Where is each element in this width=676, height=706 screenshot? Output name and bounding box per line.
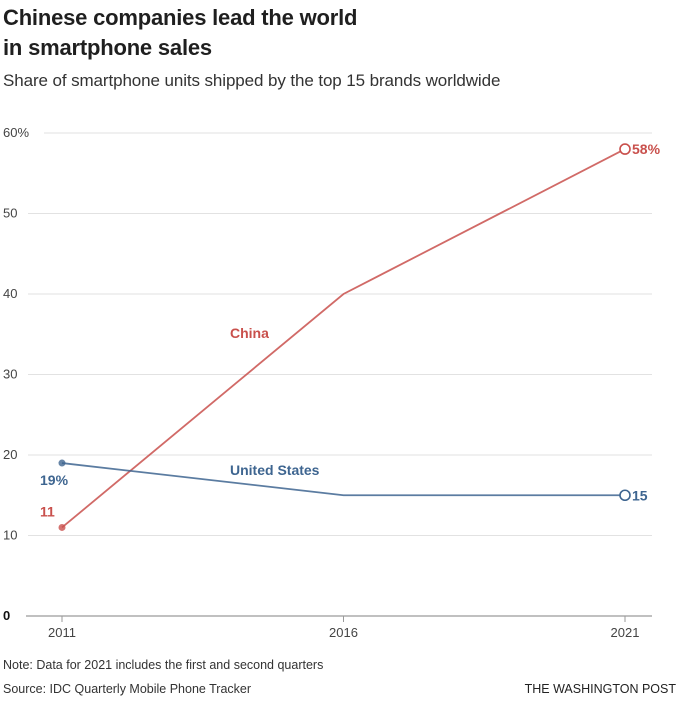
x-tick-label: 2021 bbox=[611, 625, 640, 640]
y-tick-label: 50 bbox=[3, 206, 17, 221]
y-tick-label: 40 bbox=[3, 286, 17, 301]
united-states-start-point bbox=[58, 459, 66, 467]
chart-subtitle: Share of smartphone units shipped by the… bbox=[3, 71, 501, 90]
footnote: Note: Data for 2021 includes the first a… bbox=[3, 658, 324, 672]
chart-title-line-2: in smartphone sales bbox=[3, 35, 212, 60]
series-lines bbox=[58, 143, 631, 531]
chart-title-line-1: Chinese companies lead the world bbox=[3, 5, 358, 30]
x-tick-label: 2011 bbox=[48, 625, 76, 640]
united-states-line bbox=[61, 462, 625, 497]
x-axis: 2011 2016 2021 bbox=[26, 615, 652, 640]
x-tick-label: 2016 bbox=[329, 625, 358, 640]
china-series-label: China bbox=[230, 325, 269, 341]
chart-title: Chinese companies lead the world in smar… bbox=[3, 3, 357, 63]
china-end-point bbox=[619, 143, 631, 155]
china-end-label: 58% bbox=[632, 141, 661, 157]
y-tick-label: 20 bbox=[3, 447, 17, 462]
china-start-label: 11 bbox=[40, 503, 55, 519]
source-note: Source: IDC Quarterly Mobile Phone Track… bbox=[3, 682, 252, 696]
y-axis-ticks: 0 10 20 30 40 50 60% bbox=[3, 125, 29, 623]
united-states-series-label: United States bbox=[230, 462, 320, 478]
united-states-end-point bbox=[619, 489, 631, 502]
y-tick-label: 30 bbox=[3, 367, 17, 382]
y-tick-label: 60% bbox=[3, 125, 29, 140]
credit-label: THE WASHINGTON POST bbox=[524, 682, 676, 696]
china-line bbox=[61, 148, 626, 529]
y-tick-label: 0 bbox=[3, 608, 10, 623]
y-tick-label: 10 bbox=[3, 528, 17, 543]
series-labels: 58% 11 China 15 19% United States bbox=[40, 141, 661, 519]
united-states-end-label: 15 bbox=[632, 487, 648, 503]
china-start-point bbox=[58, 523, 66, 531]
united-states-start-label: 19% bbox=[40, 472, 69, 488]
gridlines bbox=[28, 132, 652, 536]
